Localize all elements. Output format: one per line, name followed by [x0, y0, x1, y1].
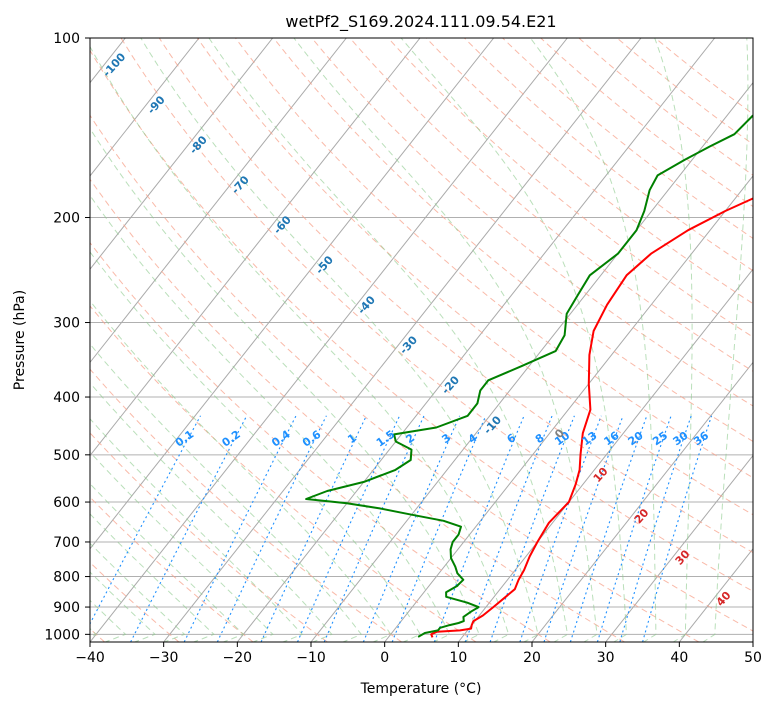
y-tick-label: 700: [53, 535, 80, 551]
x-axis-label: Temperature (°C): [360, 681, 482, 697]
x-tick-label: 0: [380, 650, 389, 666]
x-tick-label: −10: [296, 650, 326, 666]
y-axis-label: Pressure (hPa): [12, 290, 28, 390]
y-tick-label: 900: [53, 600, 80, 616]
y-tick-label: 300: [53, 316, 80, 332]
y-tick-label: 800: [53, 570, 80, 586]
y-tick-label: 1000: [44, 627, 80, 643]
x-tick-label: 30: [597, 650, 615, 666]
y-tick-label: 500: [53, 448, 80, 464]
x-tick-label: −40: [75, 650, 105, 666]
y-tick-label: 100: [53, 31, 80, 47]
x-tick-label: −20: [223, 650, 253, 666]
x-tick-label: 40: [670, 650, 688, 666]
y-tick-label: 600: [53, 495, 80, 511]
x-tick-label: 10: [449, 650, 467, 666]
x-tick-label: 50: [744, 650, 762, 666]
y-tick-label: 200: [53, 211, 80, 227]
y-tick-label: 400: [53, 390, 80, 406]
chart-title: wetPf2_S169.2024.111.09.54.E21: [285, 12, 556, 32]
x-tick-label: 20: [523, 650, 541, 666]
x-tick-label: −30: [149, 650, 179, 666]
